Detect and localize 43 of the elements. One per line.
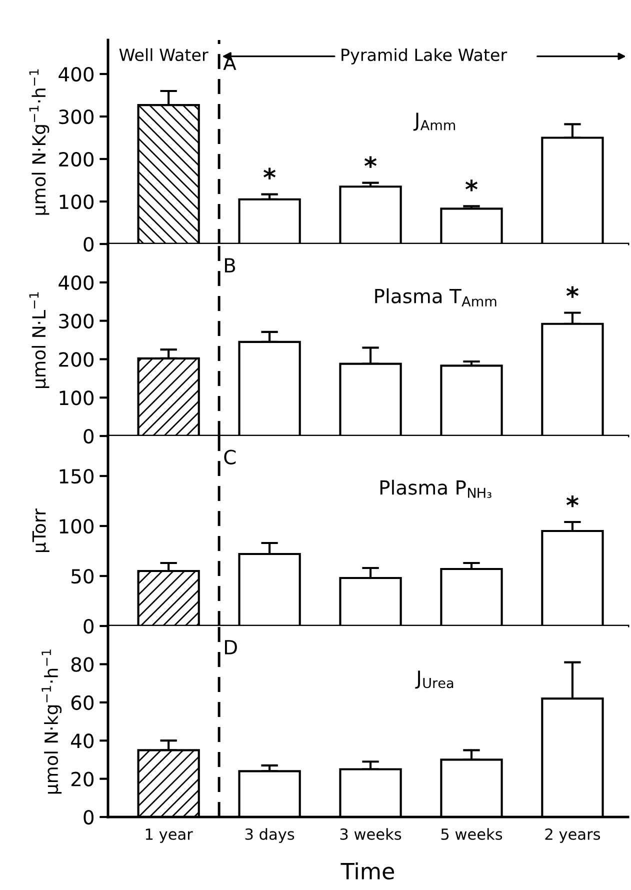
y-tick-label: 20: [71, 772, 94, 786]
y-tick-label: 0: [84, 428, 94, 444]
y-axis-title: µmol N·L$^{−1}$: [29, 292, 50, 388]
y-axis-title: µmol N·Kg$^{−1}$·h$^{−1}$: [29, 69, 50, 215]
annotation: B: [225, 258, 236, 272]
y-tick-label: 50: [72, 568, 94, 584]
annotation: *: [566, 286, 579, 298]
annotation: C: [224, 450, 236, 464]
y-axis-title: µmol N·kg$^{−1}$·h$^{−1}$: [42, 650, 62, 794]
x-tick-label: 3 weeks: [340, 828, 402, 840]
y-tick-label: 80: [71, 657, 94, 672]
text: Plasma T$_{Amm}$: [375, 288, 496, 306]
y-axis-title: µTorr: [32, 508, 50, 552]
text: J$_{Urea}$: [415, 670, 454, 689]
annotation: D: [225, 640, 237, 654]
y-tick-label: 400: [58, 66, 94, 82]
y-tick-label: 300: [59, 109, 94, 124]
y-tick-label: 100: [60, 194, 94, 210]
x-tick-label: 1 year: [146, 828, 193, 843]
x-axis-title: Time: [340, 862, 394, 880]
x-tick-label: 3 days: [245, 828, 294, 843]
y-tick-label: 200: [59, 352, 94, 367]
annotation: *: [364, 156, 377, 168]
annotation: Pyramid Lake Water: [342, 48, 508, 64]
annotation: *: [264, 168, 276, 180]
annotation: *: [465, 180, 478, 192]
annotation: Well Water: [119, 48, 208, 62]
y-tick-label: 100: [60, 518, 94, 534]
y-tick-label: 100: [60, 390, 94, 406]
y-tick-label: 60: [71, 695, 94, 710]
text: Plasma P$_{NH₃}$: [380, 480, 492, 498]
y-tick-label: 0: [84, 236, 94, 252]
annotation: *: [566, 495, 579, 508]
y-tick-label: 300: [59, 314, 94, 328]
y-tick-label: 0: [84, 618, 94, 634]
x-tick-label: 5 weeks: [441, 828, 502, 840]
x-tick-label: 2 years: [545, 828, 600, 843]
y-tick-label: 0: [84, 810, 94, 825]
y-tick-label: 200: [59, 152, 94, 167]
y-tick-label: 150: [60, 468, 94, 484]
y-tick-label: 400: [58, 275, 94, 290]
text: J$_{Amm}$: [413, 112, 455, 131]
y-tick-label: 40: [71, 734, 94, 748]
